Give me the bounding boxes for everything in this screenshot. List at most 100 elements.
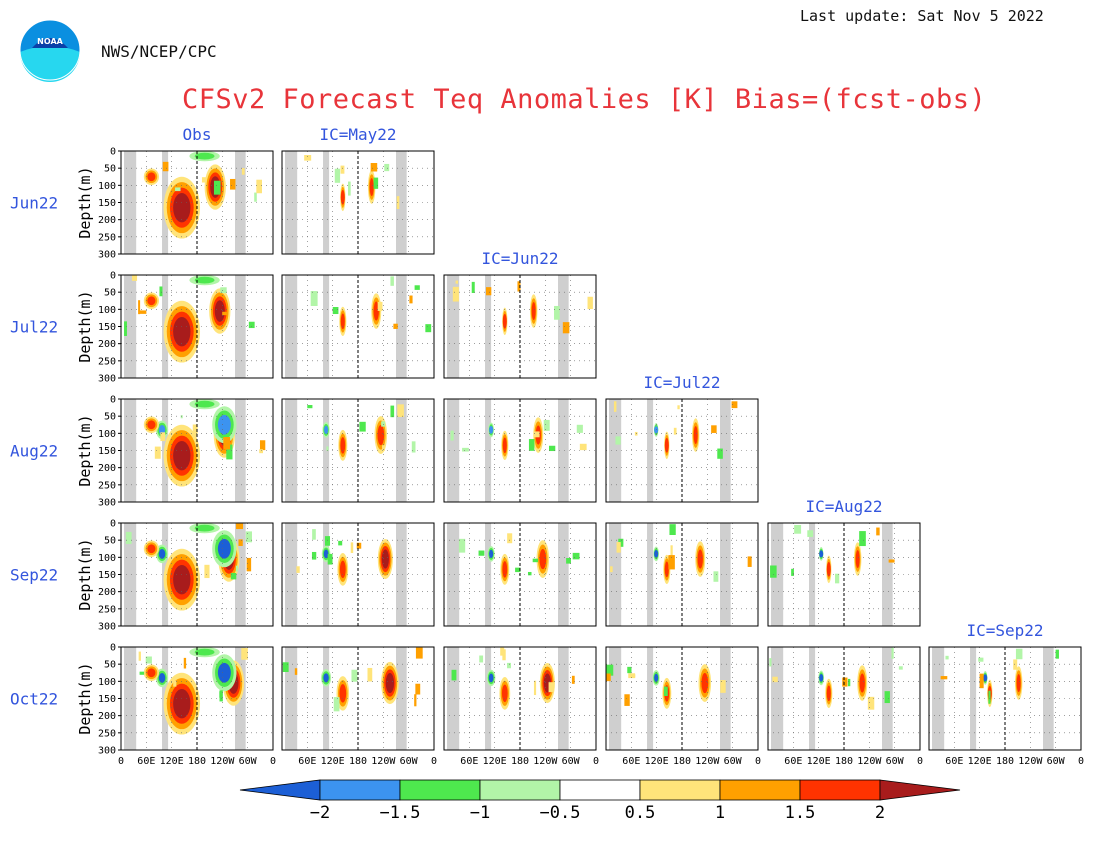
anomaly-speck (500, 647, 505, 656)
anomaly-contour (488, 673, 494, 683)
land-mask (720, 399, 731, 502)
land-mask (396, 275, 407, 378)
x-tick-label: 60E (784, 756, 802, 767)
anomaly-speck (452, 286, 459, 302)
colorbar-label: 1.5 (785, 803, 816, 823)
anomaly-contour (173, 316, 191, 347)
anomaly-speck (340, 165, 345, 174)
panel-oct22-5 (928, 646, 1082, 751)
anomaly-speck (634, 431, 638, 436)
y-tick-label: 200 (98, 463, 116, 474)
anomaly-contour (194, 648, 215, 656)
anomaly-speck (154, 446, 161, 459)
panel-jul22-2 (443, 274, 597, 379)
land-mask (235, 275, 246, 378)
anomaly-speck (613, 401, 617, 412)
anomaly-speck (884, 691, 890, 704)
anomaly-speck (333, 697, 340, 712)
panel-aug22-3 (605, 398, 759, 503)
anomaly-contour (1016, 674, 1021, 692)
anomaly-speck (711, 425, 717, 433)
anomaly-speck (867, 696, 875, 710)
anomaly-speck (772, 676, 778, 683)
anomaly-speck (458, 538, 466, 553)
anomaly-speck (548, 445, 556, 452)
anomaly-speck (979, 673, 984, 689)
anomaly-speck (669, 524, 676, 535)
panel-frame (443, 398, 597, 503)
colorbar-label: 0.5 (625, 803, 656, 823)
panel-frame (605, 646, 759, 751)
x-tick-label: 60E (137, 756, 155, 767)
anomaly-speck (562, 322, 570, 334)
panel-frame (928, 646, 1082, 751)
x-tick-label: 0 (270, 756, 276, 767)
anomaly-speck (370, 163, 378, 172)
anomaly-speck (381, 421, 386, 427)
x-tick-label: 180 (511, 756, 529, 767)
x-tick-label: 180 (673, 756, 691, 767)
anomaly-contour (147, 172, 156, 182)
anomaly-contour (340, 190, 345, 205)
panel-frame (767, 522, 921, 627)
agency-name: NWS/NCEP/CPC (101, 42, 217, 61)
anomaly-contour (147, 544, 156, 554)
anomaly-speck (414, 285, 420, 290)
anomaly-speck (587, 296, 593, 310)
y-axis-label: Depth(m) (76, 166, 94, 238)
anomaly-contour (323, 549, 329, 559)
y-tick-label: 300 (98, 746, 116, 757)
anomaly-speck (350, 542, 354, 553)
panel-oct22-0 (120, 646, 274, 751)
anomaly-speck (988, 690, 991, 704)
anomaly-contour (373, 301, 379, 321)
anomaly-speck (241, 168, 245, 175)
anomaly-speck (1013, 659, 1018, 670)
land-mask (970, 647, 977, 750)
panel-frame (443, 646, 597, 751)
anomaly-speck (294, 668, 298, 675)
land-mask (485, 647, 492, 750)
land-mask (647, 399, 654, 502)
anomaly-contour (531, 302, 536, 320)
land-mask (809, 647, 816, 750)
anomaly-contour (214, 300, 225, 322)
anomaly-contour (377, 424, 385, 446)
anomaly-speck (310, 291, 318, 306)
x-tick-label: 120E (807, 756, 831, 767)
row-label-jun22: Jun22 (10, 194, 58, 213)
anomaly-contour (340, 313, 345, 330)
anomaly-contour (826, 562, 831, 577)
land-mask (323, 523, 330, 626)
anomaly-speck (842, 677, 848, 687)
column-header-0: Obs (183, 125, 212, 144)
anomaly-speck (502, 649, 506, 661)
y-tick-label: 50 (104, 660, 116, 671)
land-mask (396, 523, 407, 626)
x-tick-label: 120E (160, 756, 184, 767)
land-mask (285, 399, 298, 502)
anomaly-speck (533, 680, 537, 696)
anomaly-speck (238, 539, 243, 546)
anomaly-contour (983, 674, 988, 682)
x-tick-label: 180 (835, 756, 853, 767)
anomaly-speck (455, 280, 459, 284)
y-tick-label: 300 (98, 622, 116, 633)
y-tick-label: 100 (98, 305, 116, 316)
anomaly-speck (131, 275, 138, 281)
anomaly-speck (1015, 648, 1023, 660)
x-tick-label: 60W (400, 756, 419, 767)
anomaly-speck (713, 571, 719, 582)
anomaly-contour (826, 685, 831, 702)
y-tick-label: 100 (98, 677, 116, 688)
anomaly-speck (326, 446, 329, 452)
anomaly-speck (670, 545, 673, 556)
x-tick-label: 120W (695, 756, 720, 767)
anomaly-speck (180, 415, 183, 419)
anomaly-contour (217, 538, 231, 559)
anomaly-speck (254, 192, 257, 202)
panel-jul22-0 (120, 274, 274, 379)
anomaly-speck (835, 573, 840, 584)
panel-oct22-3 (605, 646, 759, 751)
land-mask (447, 647, 460, 750)
